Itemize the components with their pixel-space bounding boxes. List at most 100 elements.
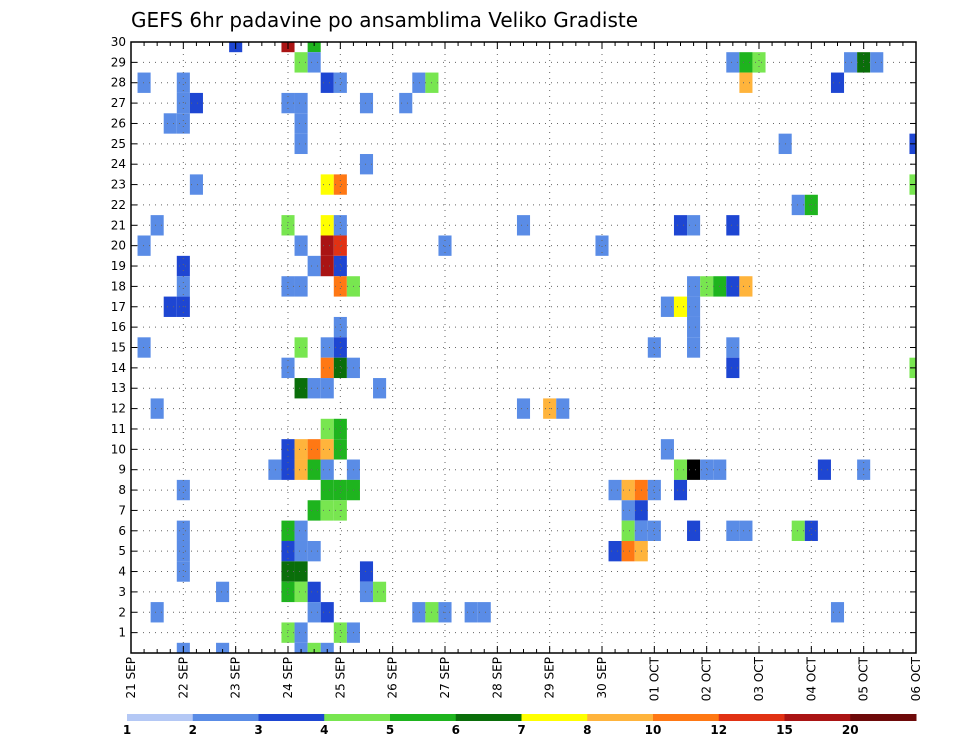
grid-lines	[131, 41, 916, 653]
colorbar-label: 3	[254, 723, 262, 737]
x-tick-label: 28 SEP	[490, 657, 504, 699]
heatmap-cell	[176, 561, 190, 582]
colorbar-label: 6	[452, 723, 460, 737]
heatmap-cell	[412, 72, 426, 93]
heatmap-cell	[163, 113, 177, 134]
y-tick-label: 3	[118, 585, 126, 599]
colorbar-swatch	[192, 714, 259, 721]
heatmap-cell	[739, 52, 753, 73]
heatmap-cell	[294, 276, 308, 297]
colorbar-swatch	[258, 714, 325, 721]
heatmap-cell	[830, 72, 845, 93]
heatmap-cell	[176, 520, 190, 541]
heatmap-cell	[307, 255, 321, 277]
heatmap-cell	[163, 296, 177, 317]
heatmap-cell	[844, 52, 858, 73]
heatmap-cell	[320, 337, 334, 358]
colorbar-label: 2	[189, 723, 197, 737]
heatmap-cells	[137, 42, 916, 653]
heatmap-cell	[687, 215, 701, 236]
heatmap-cell	[726, 52, 740, 73]
x-tick-label: 01 OCT	[647, 656, 661, 701]
heatmap-cell	[333, 255, 347, 277]
heatmap-cell	[739, 520, 753, 541]
heatmap-cell	[830, 602, 845, 623]
y-tick-label: 13	[111, 381, 126, 395]
colorbar-label: 1	[123, 723, 131, 737]
heatmap-cell	[608, 540, 622, 562]
heatmap-cell	[373, 378, 387, 399]
y-tick-label: 23	[111, 178, 126, 192]
heatmap-cell	[150, 215, 164, 236]
heatmap-cell	[294, 581, 308, 603]
y-tick-label: 14	[111, 361, 126, 375]
y-tick-label: 12	[111, 402, 126, 416]
heatmap-cell	[791, 194, 805, 216]
heatmap-cell	[660, 439, 674, 460]
colorbar-swatch	[455, 714, 522, 721]
heatmap-cell	[294, 235, 308, 256]
x-tick-label: 21 SEP	[124, 657, 138, 699]
heatmap-cell	[176, 113, 190, 134]
heatmap-cell	[687, 276, 701, 297]
colorbar-swatch	[718, 714, 785, 721]
plot-frame	[130, 41, 917, 654]
heatmap-cell	[307, 602, 321, 623]
colorbar-label: 7	[517, 723, 525, 737]
heatmap-cell	[687, 459, 701, 480]
y-tick-label: 26	[111, 116, 126, 130]
heatmap-cell	[320, 72, 334, 93]
heatmap-cell	[752, 52, 766, 73]
colorbar-label: 4	[320, 723, 328, 737]
heatmap-cell	[320, 215, 334, 236]
y-tick-label: 17	[111, 300, 126, 314]
heatmap-cell	[320, 255, 334, 277]
heatmap-cell	[320, 500, 334, 521]
colorbar-label: 20	[842, 723, 859, 737]
heatmap-cell	[333, 337, 347, 358]
heatmap-cell	[516, 398, 531, 419]
heatmap-cell	[673, 459, 688, 480]
y-tick-label: 28	[111, 76, 126, 90]
heatmap-cell	[333, 174, 347, 195]
y-tick-label: 4	[118, 565, 126, 579]
x-tick-label: 23 SEP	[229, 657, 243, 699]
heatmap-cell	[359, 561, 374, 582]
heatmap-cell	[333, 418, 347, 440]
heatmap-cell	[621, 540, 635, 562]
heatmap-cell	[791, 520, 805, 541]
heatmap-cell	[438, 235, 452, 256]
heatmap-cell	[294, 540, 308, 562]
x-tick-label: 03 OCT	[752, 656, 766, 701]
heatmap-cell	[294, 113, 308, 134]
heatmap-cell	[307, 459, 321, 480]
heatmap-cell	[359, 154, 374, 175]
colorbar-label: 12	[710, 723, 727, 737]
colorbar-swatch	[521, 714, 588, 721]
heatmap-cell	[464, 602, 478, 623]
x-tick-label: 06 OCT	[909, 656, 923, 701]
y-tick-label: 2	[118, 605, 126, 619]
heatmap-cell	[320, 174, 334, 195]
x-tick-label: 27 SEP	[438, 657, 452, 699]
heatmap-cell	[294, 52, 308, 73]
heatmap-cell	[870, 52, 884, 73]
heatmap-cell	[673, 215, 688, 236]
colorbar-swatch	[390, 714, 457, 721]
heatmap-cell	[673, 479, 688, 501]
heatmap-cell	[307, 500, 321, 521]
heatmap-cell	[621, 479, 635, 501]
colorbar-label: 15	[776, 723, 793, 737]
heatmap-cell	[216, 581, 230, 603]
x-tick-label: 24 SEP	[281, 657, 295, 699]
heatmap-cell	[673, 296, 688, 317]
x-axis: 21 SEP 22 SEP 23 SEP 24 SEP 25 SEP 26 SEP 27 S…	[124, 42, 923, 701]
y-tick-label: 15	[111, 341, 126, 355]
heatmap-cell	[359, 581, 374, 603]
y-tick-label: 16	[111, 320, 126, 334]
heatmap-cell	[700, 459, 714, 480]
heatmap-cell	[294, 439, 308, 460]
heatmap-cell	[307, 581, 321, 603]
heatmap-cell	[687, 296, 701, 317]
